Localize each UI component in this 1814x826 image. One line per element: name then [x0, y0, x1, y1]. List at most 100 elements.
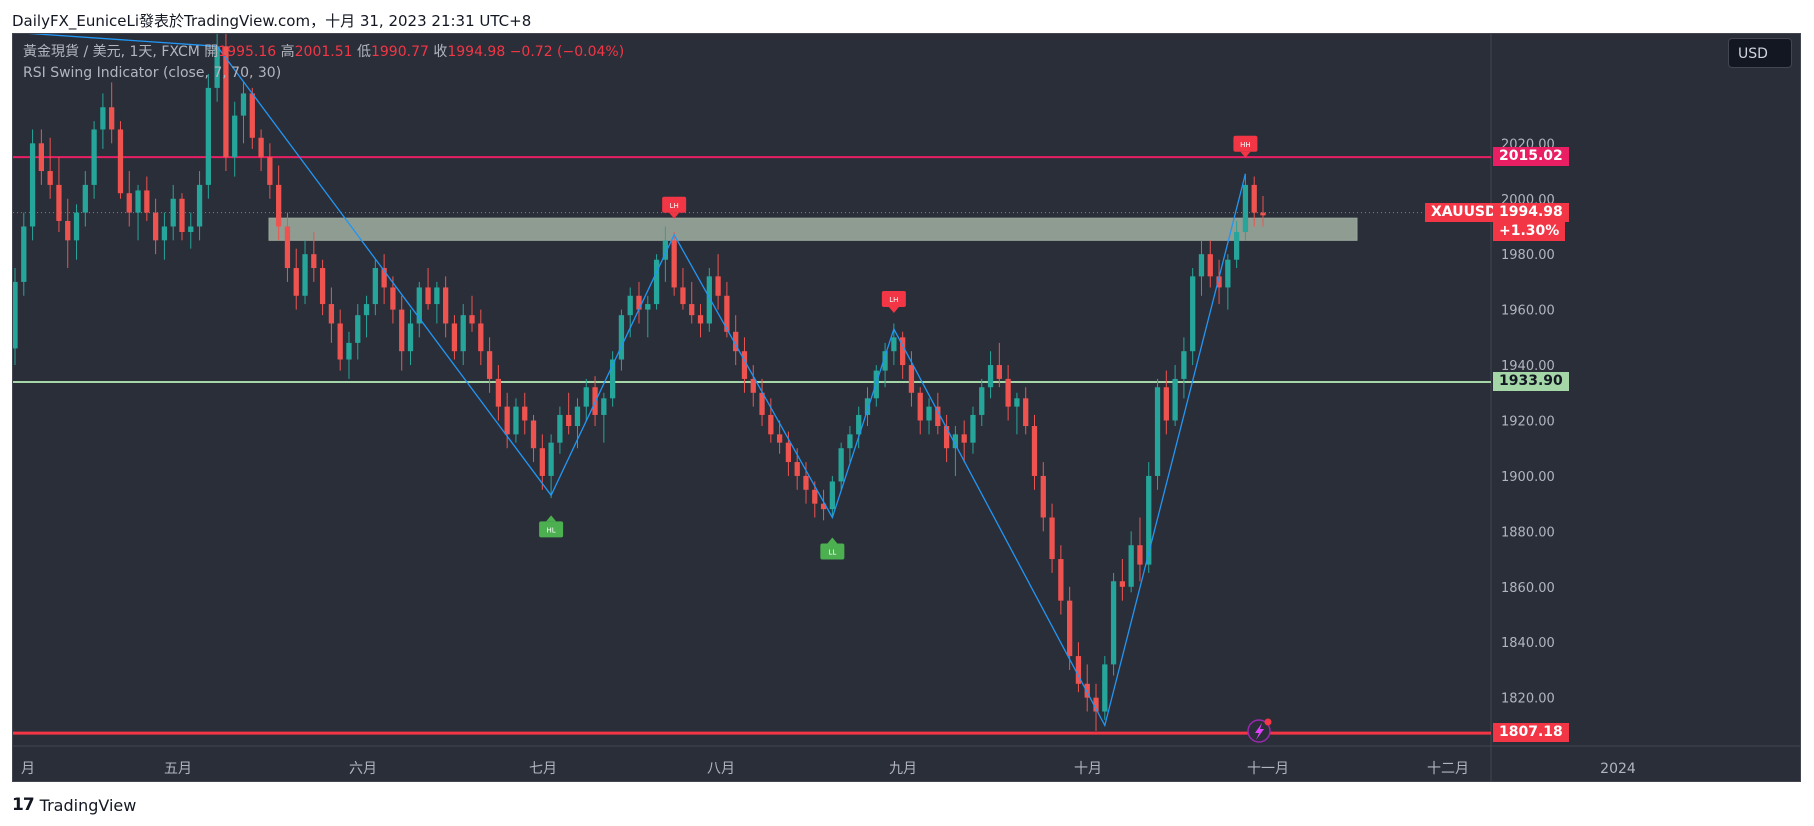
candle-body	[847, 434, 853, 449]
candle-body	[390, 287, 396, 310]
candle-body	[363, 304, 370, 316]
candle-body	[504, 406, 510, 435]
candle-body	[961, 434, 967, 443]
candle-body	[1049, 517, 1055, 560]
candle-body	[522, 406, 528, 421]
y-tick-label: 1820.00	[1501, 692, 1555, 707]
candle-body	[724, 295, 730, 332]
candle-body	[1128, 545, 1134, 587]
swing-marker-pointer	[669, 212, 680, 219]
candle-body	[917, 392, 923, 421]
last-change-tag: +1.30%	[1493, 221, 1566, 241]
candle-body	[952, 434, 959, 449]
candle-body	[451, 323, 458, 352]
y-tick-label: 1960.00	[1501, 304, 1555, 319]
candle-body	[1023, 398, 1029, 427]
currency-button[interactable]: USD	[1728, 38, 1792, 68]
indicator-row[interactable]: RSI Swing Indicator (close, 7, 70, 30)	[23, 63, 624, 84]
x-tick-label: 十一月	[1247, 761, 1289, 777]
y-tick-label: 1900.00	[1501, 470, 1555, 485]
candle-body	[214, 46, 220, 88]
indicator-name[interactable]: RSI Swing Indicator (close, 7, 70, 30)	[23, 65, 282, 81]
candle-body	[627, 295, 633, 316]
candle-body	[926, 406, 932, 421]
candle-body	[126, 193, 132, 213]
swing-marker-pointer	[888, 307, 899, 314]
candle-body	[829, 481, 835, 510]
candle-body	[1058, 559, 1064, 601]
candle-body	[768, 414, 774, 435]
candle-body	[864, 398, 871, 415]
candle-body	[337, 323, 343, 360]
swing-marker-pointer	[1240, 151, 1251, 158]
last-price-tag: 1994.98	[1493, 202, 1569, 222]
candle-body	[302, 254, 308, 296]
swing-marker-lh	[662, 196, 687, 213]
candle-body	[662, 240, 669, 260]
candle-body	[882, 351, 888, 371]
ohlc-row: 黃金現貨 / 美元, 1天, FXCM 開1995.16 高2001.51 低1…	[23, 42, 624, 63]
candle-body	[1005, 378, 1011, 407]
candle-body	[671, 240, 677, 288]
candle-body	[838, 448, 844, 482]
candle-body	[443, 287, 449, 324]
candle-body	[1067, 600, 1073, 657]
candle-body	[13, 281, 18, 349]
symbol-name[interactable]: 黃金現貨 / 美元, 1天, FXCM	[23, 44, 200, 60]
swing-marker-label: HH	[1240, 141, 1251, 149]
y-tick-label: 1860.00	[1501, 581, 1555, 596]
candle-body	[381, 268, 387, 288]
chart-legend: 黃金現貨 / 美元, 1天, FXCM 開1995.16 高2001.51 低1…	[23, 42, 624, 84]
candle-body	[29, 143, 36, 227]
candle-body	[73, 212, 80, 241]
candle-body	[21, 226, 27, 282]
x-tick-label: 五月	[164, 761, 192, 777]
footer-brand[interactable]: TradingView	[39, 795, 137, 815]
candle-body	[1207, 254, 1213, 277]
candle-body	[706, 276, 712, 324]
swing-marker-label: HL	[547, 526, 556, 534]
candle-body	[232, 115, 238, 158]
candle-body	[205, 87, 211, 185]
open-label: 開	[204, 44, 219, 60]
candle-body	[785, 442, 792, 463]
swing-marker-lh	[881, 291, 906, 308]
x-tick-label: 九月	[889, 761, 917, 777]
candle-body	[355, 315, 361, 343]
candle-body	[759, 392, 765, 415]
swing-marker-label: LH	[889, 296, 898, 304]
candle-body	[170, 198, 176, 227]
close-label: 收	[433, 44, 448, 60]
candle-body	[117, 129, 124, 194]
candle-body	[636, 295, 642, 310]
tradingview-logo-icon[interactable]: 17	[12, 795, 35, 815]
low-label: 低	[356, 44, 371, 60]
footer[interactable]: 17 TradingView	[12, 795, 136, 815]
change-value: −0.72 (−0.04%)	[509, 44, 625, 60]
x-tick-label: 六月	[349, 761, 377, 777]
candle-body	[144, 190, 150, 213]
low-price-tag: 1807.18	[1493, 723, 1569, 743]
y-tick-label: 1940.00	[1501, 359, 1555, 374]
candle-body	[284, 226, 291, 269]
candle-body	[574, 406, 581, 427]
candle-body	[328, 304, 335, 324]
x-tick-label: 八月	[707, 761, 735, 777]
candle-body	[750, 378, 756, 393]
candle-body	[240, 93, 247, 116]
resistance-price-tag: 2015.02	[1493, 147, 1569, 167]
candle-body	[311, 254, 317, 269]
symbol-price-tag: XAUUSD	[1425, 202, 1503, 222]
low-value: 1990.77	[370, 44, 429, 60]
y-tick-label: 1840.00	[1501, 636, 1555, 651]
candle-body	[979, 387, 985, 415]
candle-body	[346, 342, 352, 360]
chart-frame[interactable]: 1820.00 1840.00 1860.00 1880.00 1900.00 1920.…	[12, 33, 1801, 782]
candle-body	[478, 323, 484, 352]
candle-body	[609, 359, 616, 399]
swing-zigzag-line	[28, 34, 1247, 728]
swing-marker-pointer	[827, 537, 838, 544]
candle-body	[618, 315, 625, 360]
candle-body	[539, 448, 545, 476]
candle-body	[1137, 545, 1143, 565]
